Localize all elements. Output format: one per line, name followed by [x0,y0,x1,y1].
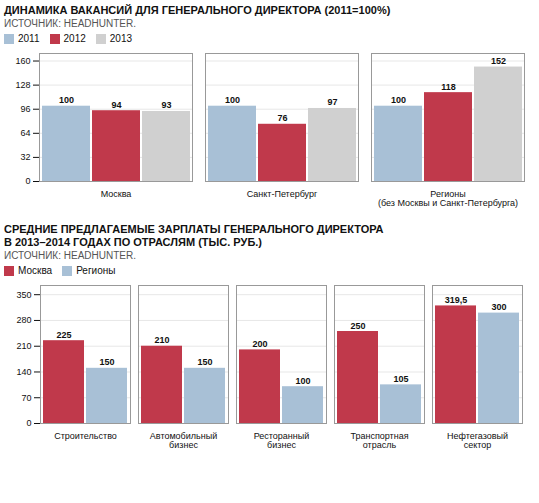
svg-text:Ресторанныйбизнес: Ресторанныйбизнес [254,431,310,450]
svg-text:300: 300 [491,302,506,312]
html-text:ДИНАМИКА ВАКАНСИЙ ДЛЯ ГЕНЕРАЛЬ: ДИНАМИКА ВАКАНСИЙ ДЛЯ ГЕНЕРАЛЬНОГО ДИРЕК… [4,4,391,16]
svg-text:32: 32 [20,152,30,162]
html-text:Москва: Москва [18,265,53,276]
svg-text:350: 350 [16,290,31,300]
svg-text:280: 280 [16,315,31,325]
svg-text:250: 250 [350,321,365,331]
svg-text:Санкт-Петербург: Санкт-Петербург [247,189,318,199]
html-text:2012: 2012 [63,33,86,44]
html-text:СРЕДНИЕ ПРЕДЛАГАЕМЫЕ ЗАРПЛАТЫ: СРЕДНИЕ ПРЕДЛАГАЕМЫЕ ЗАРПЛАТЫ ГЕНЕРАЛЬНО… [4,223,384,248]
html-text:ИСТОЧНИК: HEADHUNTER.: ИСТОЧНИК: HEADHUNTER. [4,18,136,29]
svg-text:319,5: 319,5 [445,295,468,305]
svg-text:Регионы(без Москвы и Санкт-Пет: Регионы(без Москвы и Санкт-Петербурга) [378,189,518,208]
svg-text:Строительство: Строительство [54,431,117,441]
svg-text:94: 94 [111,100,121,110]
svg-text:100: 100 [295,376,310,386]
html-text:ИСТОЧНИК: HEADHUNTER.: ИСТОЧНИК: HEADHUNTER. [4,250,136,261]
svg-text:200: 200 [252,339,267,349]
svg-text:128: 128 [15,80,30,90]
svg-text:0: 0 [25,176,30,186]
svg-text:160: 160 [15,56,30,66]
svg-text:97: 97 [327,97,337,107]
svg-text:210: 210 [154,335,169,345]
svg-text:118: 118 [441,82,456,92]
svg-text:100: 100 [225,95,240,105]
svg-text:64: 64 [20,128,30,138]
svg-text:96: 96 [20,104,30,114]
svg-text:Транспортнаяотрасль: Транспортнаяотрасль [350,431,408,450]
html-text:2011: 2011 [18,33,40,44]
svg-text:70: 70 [21,393,31,403]
svg-text:0: 0 [26,418,31,428]
svg-text:Автомобильныйбизнес: Автомобильныйбизнес [150,431,217,450]
svg-text:105: 105 [393,374,408,384]
svg-text:210: 210 [16,341,31,351]
svg-text:Нефтегазовыйсектор: Нефтегазовыйсектор [447,431,508,450]
svg-text:Москва: Москва [101,189,132,199]
svg-text:150: 150 [99,357,114,367]
svg-text:150: 150 [197,357,212,367]
html-text:2013: 2013 [109,33,132,44]
svg-text:100: 100 [391,95,406,105]
svg-text:100: 100 [59,95,74,105]
svg-text:93: 93 [161,100,171,110]
svg-text:225: 225 [56,330,71,340]
svg-text:76: 76 [277,113,287,123]
svg-text:140: 140 [16,367,31,377]
html-text:Регионы: Регионы [76,265,116,276]
svg-text:152: 152 [491,56,506,66]
